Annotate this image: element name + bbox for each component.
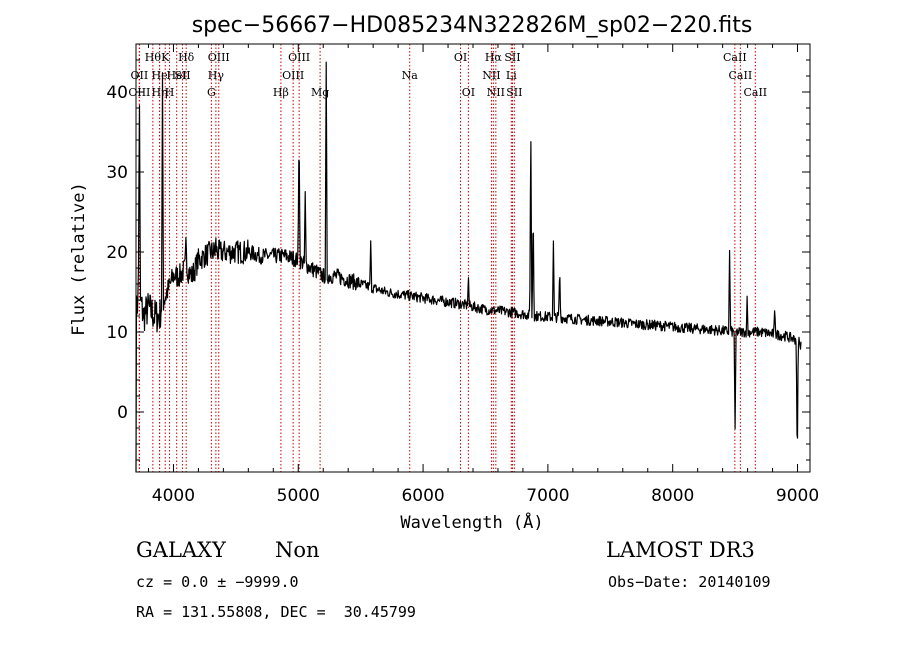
plot-frame: [135, 43, 811, 473]
spectral-line-label-8: Hδ: [178, 51, 195, 64]
spectral-line-label-2: Hθ: [145, 51, 162, 64]
spectral-line-label-20: NII: [482, 69, 500, 82]
spectral-line-label-27: CaII: [729, 69, 753, 82]
spectral-line-label-16: Mg: [311, 86, 329, 99]
chart-title: spec−56667−HD085234N322826M_sp02−220.fit…: [192, 13, 753, 38]
spectrum-line: [135, 61, 802, 473]
x-axis-label: Wavelength (Å): [400, 511, 543, 533]
y-tick-label: 20: [106, 243, 128, 263]
y-tick-label: 0: [117, 403, 128, 423]
x-tick-label: 5000: [277, 486, 320, 506]
spectral-line-labels: OIIOIIIHθHeHηKHHeIHδSIIGHγOIIIHβOIIIOIII…: [128, 51, 767, 99]
redshift-cz: cz = 0.0 ± −9999.0: [136, 573, 299, 591]
y-tick-label: 40: [106, 83, 128, 103]
spectral-line-label-26: CaII: [723, 51, 747, 64]
spectral-line-label-19: OI: [462, 86, 475, 99]
x-tick-label: 4000: [152, 486, 195, 506]
object-subclass: Non: [275, 538, 320, 562]
spectral-line-label-28: CaII: [743, 86, 767, 99]
spectral-line-label-25: SII: [506, 86, 522, 99]
y-tick-label: 30: [106, 163, 128, 183]
spectral-line-label-21: Hα: [485, 51, 503, 64]
spectral-line-label-3: He: [152, 69, 168, 82]
y-tick-label: 10: [106, 323, 128, 343]
spectral-line-label-18: OI: [454, 51, 467, 64]
spectral-line-label-11: Hγ: [208, 69, 225, 82]
spectral-line-label-5: K: [161, 51, 170, 64]
spectral-line-label-22: NII: [487, 86, 505, 99]
spectral-line-markers: [138, 44, 756, 472]
axis-ticks: 4000 5000 6000 7000 8000 9000 0 10 20 30 40: [106, 44, 819, 506]
spectral-line-label-6: H: [165, 86, 175, 99]
x-tick-label: 8000: [651, 486, 694, 506]
spectral-line-label-14: OIII: [282, 69, 304, 82]
spectral-line-label-13: Hβ: [273, 86, 289, 99]
spectral-line-label-7: HeI: [166, 69, 186, 82]
spectral-line-label-24: SII: [504, 51, 520, 64]
survey-name: LAMOST DR3: [606, 538, 755, 562]
spectral-line-label-4: Hη: [151, 86, 167, 99]
spectral-line-label-9: SII: [174, 69, 190, 82]
spectral-line-label-17: Na: [402, 69, 419, 82]
x-tick-label: 6000: [401, 486, 444, 506]
spectral-line-label-15: OIII: [288, 51, 310, 64]
x-tick-label: 9000: [776, 486, 819, 506]
x-tick-label: 7000: [526, 486, 569, 506]
spectral-line-label-12: OIII: [208, 51, 230, 64]
spectrum-series: [135, 61, 802, 473]
object-class: GALAXY: [136, 538, 226, 562]
ra-dec-coordinates: RA = 131.55808, DEC = 30.45799: [136, 603, 416, 621]
y-axis-label: Flux (relative): [69, 182, 89, 336]
spectral-line-label-10: G: [207, 86, 216, 99]
observation-date: Obs−Date: 20140109: [608, 573, 771, 591]
spectral-line-label-23: Li: [506, 69, 517, 82]
